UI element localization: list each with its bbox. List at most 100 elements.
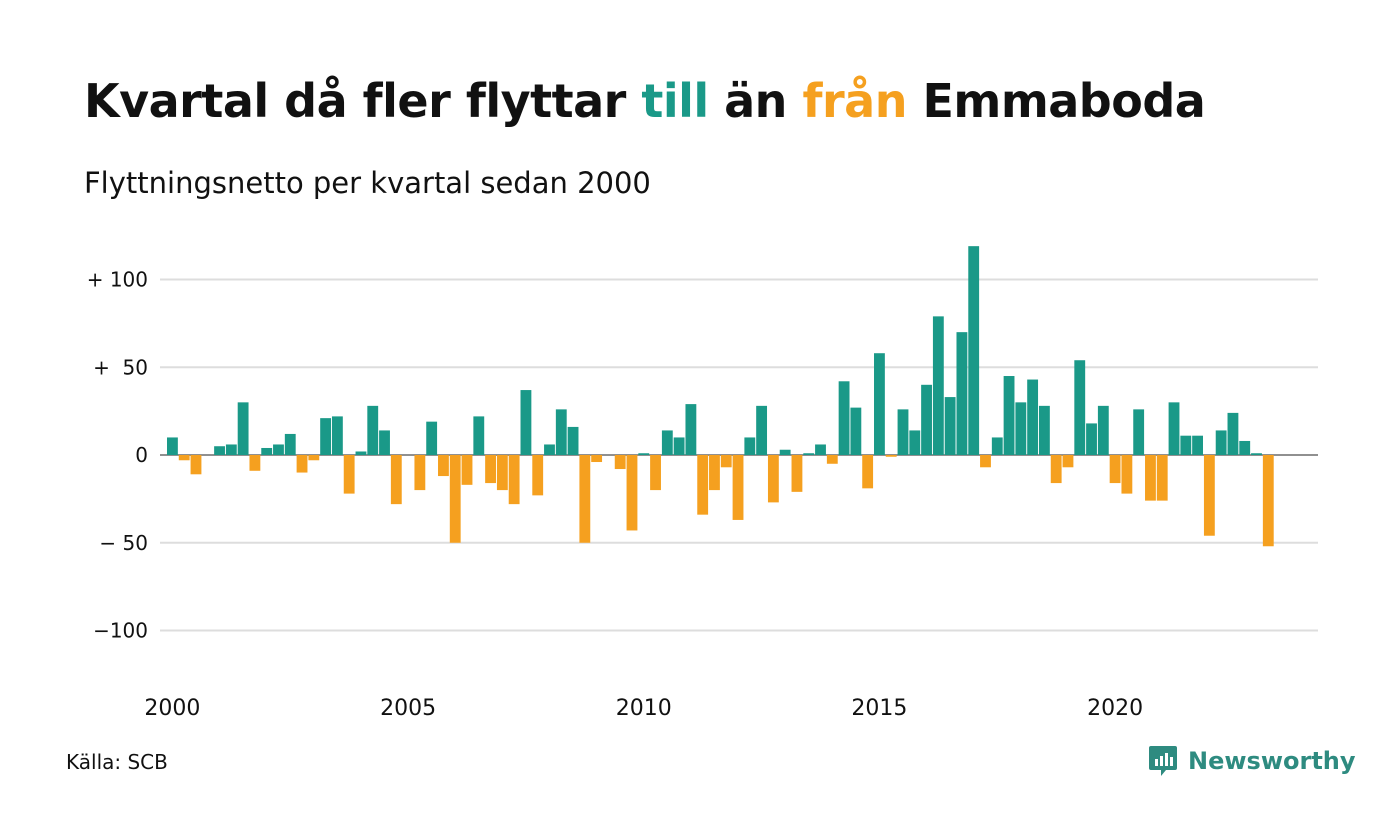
bar-2007-q4	[532, 455, 544, 496]
bar-2002-q1	[261, 447, 273, 455]
bar-2022-q3	[1227, 412, 1239, 455]
newsworthy-logo-icon	[1149, 746, 1177, 776]
bar-2000-q2	[178, 455, 190, 461]
bar-2018-q2	[1027, 379, 1039, 455]
bar-2003-q4	[343, 455, 355, 494]
title-word-fran: från	[802, 74, 907, 128]
bar-2011-q4	[720, 455, 732, 468]
bar-2019-q2	[1074, 360, 1086, 455]
bar-2012-q2	[744, 437, 756, 455]
bar-2015-q1	[874, 353, 885, 455]
bar-2020-q4	[1145, 455, 1156, 501]
bar-2002-q3	[284, 433, 296, 455]
bar-2017-q3	[991, 437, 1003, 455]
bar-2019-q1	[1062, 455, 1074, 468]
bar-2023-q2	[1262, 455, 1274, 547]
bar-2006-q3	[473, 416, 485, 455]
bar-2004-q4	[390, 455, 402, 505]
bar-2014-q2	[838, 381, 850, 455]
bar-2014-q3	[850, 407, 862, 455]
bar-2001-q1	[214, 446, 225, 455]
bar-2006-q4	[485, 455, 496, 484]
bar-2015-q4	[909, 430, 921, 455]
bar-2001-q2	[225, 444, 237, 455]
bar-2012-q3	[756, 405, 768, 455]
bar-2004-q1	[355, 451, 367, 455]
bar-2012-q4	[767, 455, 779, 503]
y-tick-label: − 50	[99, 531, 148, 555]
bar-2021-q1	[1156, 455, 1168, 501]
x-tick-label: 2010	[616, 696, 672, 721]
bar-2004-q2	[367, 405, 379, 455]
y-tick-label: −100	[93, 619, 148, 643]
bar-2020-q2	[1121, 455, 1133, 494]
bar-2022-q1	[1203, 455, 1215, 536]
bar-2006-q2	[461, 455, 473, 485]
bar-2016-q3	[944, 397, 956, 455]
bar-2010-q1	[638, 453, 650, 455]
bar-2013-q3	[803, 453, 815, 455]
bar-2003-q3	[331, 416, 343, 455]
x-tick-label: 2000	[144, 696, 200, 721]
source-note: Källa: SCB	[66, 750, 168, 774]
bar-2022-q2	[1215, 430, 1227, 455]
bar-2014-q1	[826, 455, 838, 464]
x-tick-label: 2020	[1087, 696, 1143, 721]
bar-2013-q2	[791, 455, 803, 492]
bar-2019-q3	[1086, 423, 1097, 455]
bar-2009-q4	[626, 455, 638, 531]
bar-2008-q2	[555, 409, 567, 455]
bar-2002-q4	[296, 455, 308, 473]
bar-2000-q1	[167, 437, 178, 455]
bar-2018-q1	[1015, 402, 1027, 455]
bar-2008-q1	[544, 444, 555, 455]
chart-title: Kvartal då fler flyttar till än från Emm…	[84, 74, 1206, 128]
y-tick-label: 0	[135, 443, 148, 467]
bar-2013-q1	[779, 449, 791, 455]
bar-2005-q3	[426, 421, 438, 455]
bar-2017-q1	[968, 246, 980, 455]
brand-name: Newsworthy	[1188, 747, 1356, 775]
bar-2017-q2	[980, 455, 991, 468]
title-part-5: Emmaboda	[906, 74, 1206, 128]
bar-2021-q4	[1192, 435, 1203, 455]
bar-2012-q1	[732, 455, 744, 520]
bar-2018-q4	[1050, 455, 1062, 484]
bar-2013-q4	[815, 444, 826, 455]
bar-2010-q2	[650, 455, 661, 491]
bar-2009-q3	[614, 455, 626, 470]
bar-2011-q1	[685, 404, 697, 455]
title-part-3: än	[708, 74, 803, 128]
bar-2001-q3	[237, 402, 249, 455]
bar-2010-q3	[661, 430, 673, 455]
bar-2005-q2	[414, 455, 426, 491]
x-tick-label: 2005	[380, 696, 436, 721]
bar-2000-q3	[190, 455, 202, 475]
bar-2017-q4	[1003, 376, 1015, 455]
bar-2018-q3	[1038, 405, 1050, 455]
bar-2009-q1	[591, 455, 603, 463]
bar-2010-q4	[673, 437, 685, 455]
y-tick-label: + 50	[93, 355, 148, 379]
bar-2023-q1	[1251, 453, 1262, 455]
y-tick-label: + 100	[87, 268, 148, 292]
bar-2011-q3	[709, 455, 720, 491]
bar-2016-q4	[956, 332, 968, 455]
bar-2008-q4	[579, 455, 591, 543]
bar-2011-q2	[697, 455, 709, 515]
bar-2003-q1	[308, 455, 320, 461]
title-word-till: till	[641, 74, 709, 128]
bar-2015-q2	[885, 455, 897, 457]
chart-subtitle: Flyttningsnetto per kvartal sedan 2000	[84, 166, 651, 200]
bar-2022-q4	[1239, 440, 1251, 455]
bar-2007-q2	[508, 455, 520, 505]
x-tick-label: 2015	[851, 696, 907, 721]
bar-2007-q1	[496, 455, 508, 491]
bar-2014-q4	[862, 455, 874, 489]
bar-2020-q1	[1109, 455, 1121, 484]
bar-2015-q3	[897, 409, 909, 455]
bar-2003-q2	[320, 418, 332, 455]
title-part-1: Kvartal då fler flyttar	[84, 74, 642, 128]
bar-2019-q4	[1097, 405, 1109, 455]
